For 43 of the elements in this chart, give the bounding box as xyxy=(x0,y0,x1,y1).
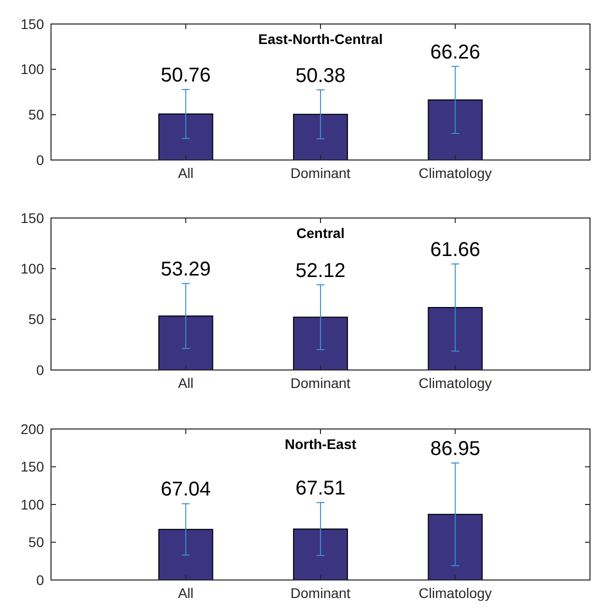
text: Central xyxy=(296,225,345,241)
y-tick-label: 100 xyxy=(20,61,44,78)
data-label: 66.26 xyxy=(430,41,480,64)
x-tick-label: Dominant xyxy=(290,585,351,601)
x-tick-label: Dominant xyxy=(290,165,351,181)
y-tick-label: 100 xyxy=(20,496,44,512)
data-label: 52.12 xyxy=(295,260,346,282)
data-label: 67.51 xyxy=(295,478,346,500)
y-tick-label: 0 xyxy=(36,572,44,588)
bar xyxy=(293,528,348,580)
data-label: 86.95 xyxy=(430,438,480,460)
x-tick-label: Climatology xyxy=(418,375,492,391)
x-tick-label: Dominant xyxy=(290,375,351,391)
bar xyxy=(428,307,483,370)
data-label: 67.04 xyxy=(160,478,211,501)
y-tick-label: 50 xyxy=(28,106,44,123)
data-label: 53.29 xyxy=(160,258,211,281)
y-tick-label: 150 xyxy=(20,16,44,32)
data-label: 50.38 xyxy=(295,64,346,87)
text: North-East xyxy=(284,436,357,452)
y-tick-label: 50 xyxy=(28,311,44,328)
y-tick-label: 100 xyxy=(20,260,44,277)
y-tick-label: 50 xyxy=(28,534,44,550)
y-tick-label: 0 xyxy=(36,362,44,378)
bar xyxy=(428,99,483,160)
x-tick-label: Climatology xyxy=(418,165,492,181)
bar xyxy=(158,316,214,370)
text: East-North-Central xyxy=(258,31,383,47)
x-tick-label: Climatology xyxy=(418,585,492,601)
bar xyxy=(293,316,348,370)
data-label: 61.66 xyxy=(430,238,480,261)
y-tick-label: 150 xyxy=(20,210,44,226)
data-label: 50.76 xyxy=(160,64,211,86)
x-tick-label: All xyxy=(178,585,194,601)
y-tick-label: 150 xyxy=(20,458,44,475)
x-tick-label: All xyxy=(178,375,194,391)
x-tick-label: All xyxy=(178,165,194,181)
bar xyxy=(293,114,348,160)
y-tick-label: 0 xyxy=(36,152,44,168)
bar xyxy=(158,528,214,580)
bar xyxy=(158,113,214,160)
bar xyxy=(428,514,483,580)
y-tick-label: 200 xyxy=(20,420,44,437)
